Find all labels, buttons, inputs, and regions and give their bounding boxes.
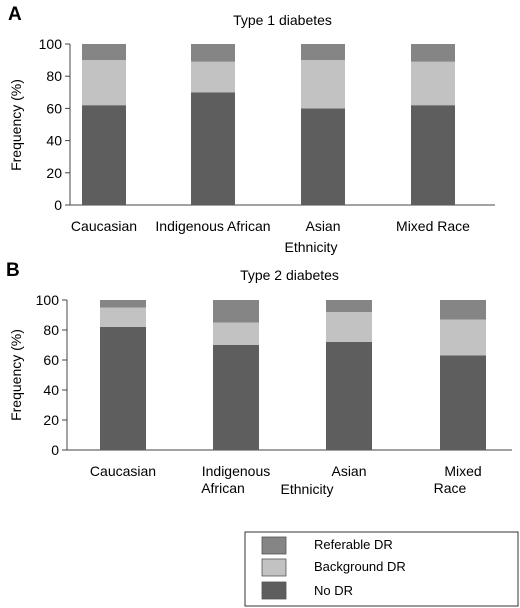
chart-panel-b: B Type 2 diabetes Frequency (%) 0 20 40 60 80 10… — [6, 260, 512, 497]
bar-segment — [440, 319, 486, 356]
chart-panel-a: A Type 1 diabetes Frequency (%) 0 20 40 60 80 10… — [8, 4, 495, 255]
y-axis-label: Frequency (%) — [8, 329, 24, 421]
bar-segment — [82, 44, 126, 61]
chart-title: Type 1 diabetes — [233, 12, 332, 28]
legend: Referable DR Background DR No DR — [244, 531, 519, 607]
bar-segment — [213, 322, 259, 345]
legend-label-no-dr: No DR — [314, 583, 353, 598]
x-axis-label: Ethnicity — [285, 239, 338, 255]
y-axis-label: Frequency (%) — [8, 79, 24, 171]
y-tick-label: 20 — [46, 165, 62, 181]
x-tick-label: Mixed Race — [396, 218, 470, 234]
bar-segment — [440, 300, 486, 320]
bar-segment — [191, 92, 235, 205]
bar-segment — [411, 105, 455, 205]
x-tick-label: Indigenous African — [155, 218, 270, 234]
bar-segment — [191, 44, 235, 62]
bar-segment — [213, 300, 259, 323]
legend-swatch-background-dr — [261, 558, 287, 577]
y-tick-label: 20 — [43, 412, 59, 428]
x-tick-label: Asian — [305, 218, 340, 234]
bar-segment — [100, 327, 146, 450]
y-tick-label: 60 — [43, 352, 59, 368]
bar-segment — [301, 60, 345, 109]
y-tick-label: 80 — [46, 68, 62, 84]
chart-title: Type 2 diabetes — [240, 267, 339, 283]
bar-segment — [326, 312, 372, 342]
bar-segment — [411, 44, 455, 62]
bar-segment — [326, 300, 372, 312]
legend-frame — [244, 531, 519, 607]
x-tick-label: Caucasian — [90, 463, 156, 479]
bar-segment — [100, 307, 146, 327]
x-tick-label: Indigenous African — [201, 463, 270, 496]
bar-segment — [82, 105, 126, 205]
y-tick-label: 0 — [51, 442, 59, 458]
y-tick-label: 60 — [46, 100, 62, 116]
bar-segment — [411, 61, 455, 106]
y-tick-label: 0 — [54, 197, 62, 213]
y-tick-label: 100 — [36, 292, 60, 308]
legend-label-referable-dr: Referable DR — [314, 537, 393, 552]
x-tick-label: Asian — [331, 463, 366, 479]
panel-letter: A — [8, 4, 22, 25]
x-tick-label: Mixed Race — [434, 463, 482, 496]
y-tick-label: 80 — [43, 322, 59, 338]
bar-segment — [100, 300, 146, 308]
bar-segment — [440, 355, 486, 450]
bar-segment — [326, 342, 372, 450]
bar-segment — [191, 61, 235, 93]
legend-swatch-no-dr — [261, 581, 287, 600]
legend-label-background-dr: Background DR — [314, 559, 406, 574]
y-tick-label: 100 — [39, 36, 63, 52]
bar-segment — [82, 60, 126, 106]
x-tick-label: Caucasian — [71, 218, 137, 234]
bar-segment — [301, 44, 345, 61]
bar-segment — [301, 108, 345, 205]
panel-letter: B — [6, 260, 20, 281]
legend-swatch-referable-dr — [261, 536, 287, 555]
y-tick-label: 40 — [46, 133, 62, 149]
y-tick-label: 40 — [43, 382, 59, 398]
x-axis-label: Ethnicity — [281, 481, 334, 497]
bar-segment — [213, 345, 259, 450]
